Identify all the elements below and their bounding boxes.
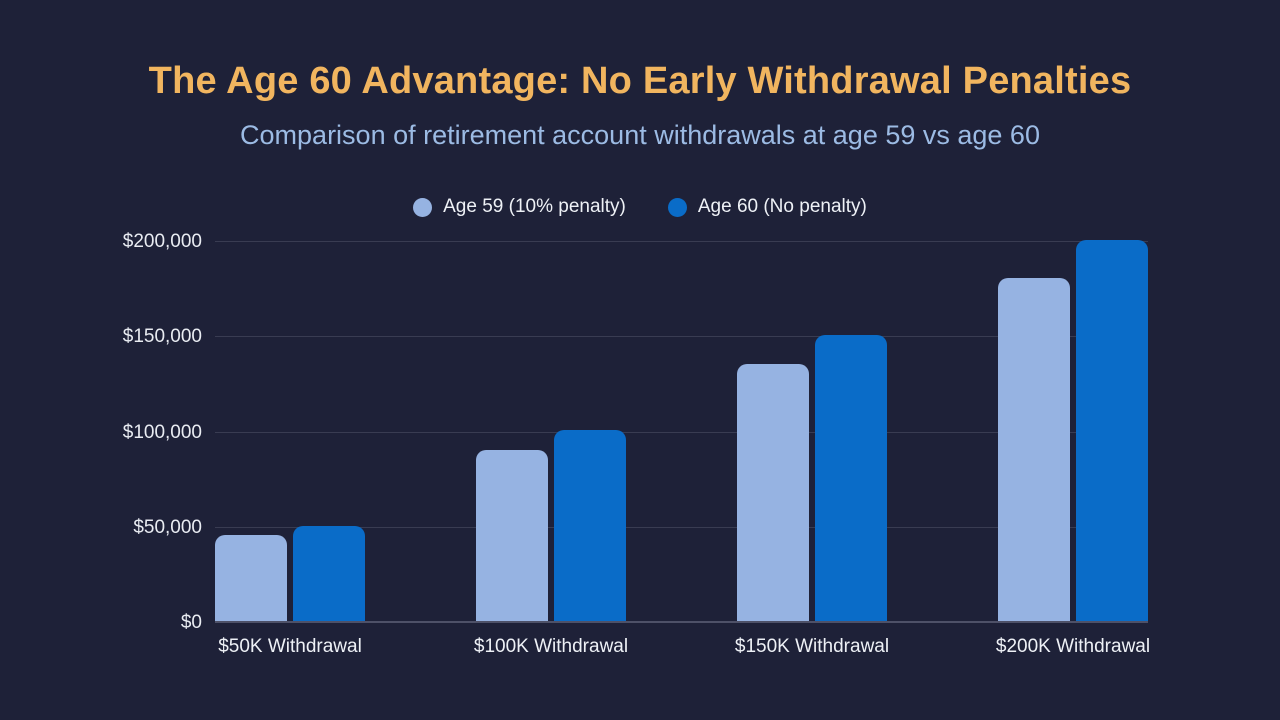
- bar-age59: [476, 450, 548, 621]
- legend-dot-age60-icon: [667, 197, 687, 217]
- y-tick-label: $200,000: [122, 231, 202, 252]
- y-tick-label: $100,000: [122, 421, 202, 443]
- x-axis: $50K Withdrawal $100K Withdrawal $150K Wit…: [215, 636, 1151, 668]
- gridline: [215, 526, 1148, 528]
- bar-age59: [998, 278, 1070, 621]
- bar-chart: $0 $50,000 $100,000 $150,000 $200,000 $50K W…: [0, 231, 1280, 682]
- gridline: [215, 336, 1148, 338]
- x-tick-label: $100K Withdrawal: [473, 636, 629, 657]
- gridline: [215, 431, 1148, 433]
- x-tick-label: $150K Withdrawal: [734, 636, 890, 657]
- bar-age59: [215, 535, 287, 621]
- y-tick-label: $150,000: [122, 326, 202, 348]
- y-tick-label: $0: [180, 612, 202, 633]
- bar-age60: [1076, 240, 1148, 621]
- legend-label-age59: Age 59 (10% penalty): [443, 196, 626, 217]
- x-axis-baseline: [215, 621, 1148, 623]
- chart-title: The Age 60 Advantage: No Early Withdrawa…: [148, 60, 1132, 102]
- legend-label-age60: Age 60 (No penalty): [697, 196, 867, 217]
- x-tick-label: $200K Withdrawal: [995, 636, 1151, 657]
- bar-age60: [815, 335, 887, 621]
- bar-age60: [554, 430, 626, 621]
- x-tick-label: $50K Withdrawal: [218, 636, 362, 657]
- legend: Age 59 (10% penalty) Age 60 (No penalty): [0, 196, 1280, 218]
- bar-age59: [737, 364, 809, 621]
- legend-dot-age59-icon: [413, 197, 433, 217]
- plot-area: [215, 240, 1148, 623]
- y-axis: $0 $50,000 $100,000 $150,000 $200,000: [0, 231, 202, 633]
- gridline: [215, 241, 1148, 242]
- bar-age60: [293, 526, 365, 621]
- chart-subtitle: Comparison of retirement account withdra…: [240, 120, 1040, 150]
- legend-item-age59: Age 59 (10% penalty): [413, 196, 626, 218]
- legend-item-age60: Age 60 (No penalty): [667, 196, 867, 218]
- y-tick-label: $50,000: [133, 516, 202, 538]
